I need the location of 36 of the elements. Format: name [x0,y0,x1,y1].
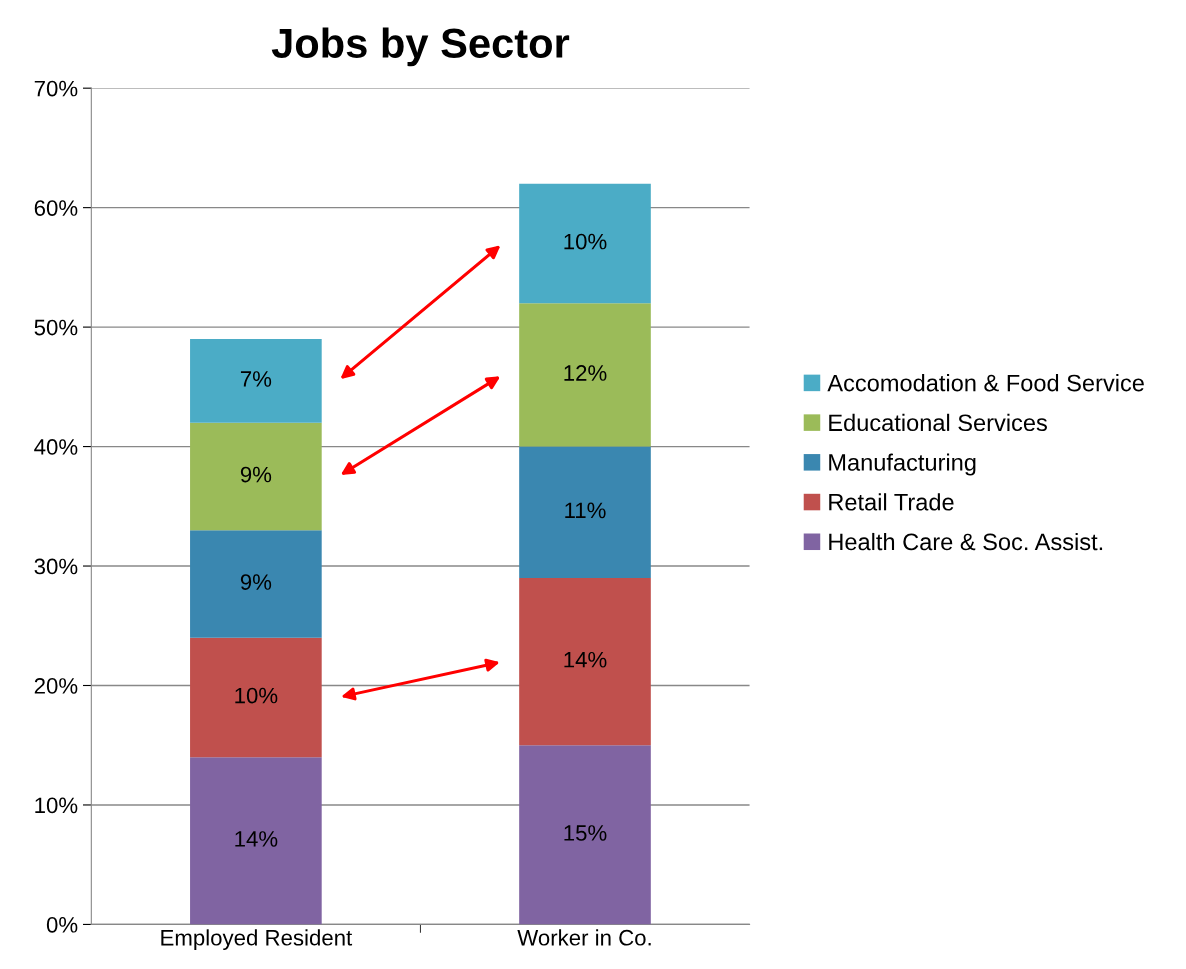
bar [519,183,651,304]
data-label: 12% [564,365,607,381]
bar [519,577,651,746]
bar [190,530,322,638]
bar [190,339,322,423]
bar [519,446,651,578]
data-label: 7% [240,371,272,387]
chart-title: Jobs by Sector [271,27,570,67]
bar [190,422,322,531]
bar [190,637,322,758]
bar [190,757,322,925]
y-tick-label: 50% [34,319,78,336]
legend-label: Retail Trade [829,493,954,511]
legend-label: Educational Services [829,413,1047,432]
data-label: 9% [240,466,272,483]
bar [519,303,651,447]
x-tick-label: Employed Resident [161,929,353,950]
data-label: 15% [564,825,607,841]
y-tick-label: 30% [34,558,78,575]
legend-label: Accomodation & Food Service [827,374,1144,392]
y-tick-label: 10% [35,797,78,814]
data-label: 9% [240,574,272,590]
y-tick-label: 40% [34,439,78,455]
y-tick-label: 20% [34,678,78,694]
data-label: 14% [564,651,607,668]
data-label: 14% [235,831,278,847]
y-tick-label: 70% [34,80,78,97]
y-tick-label: 0% [46,916,78,933]
data-label: 10% [564,233,607,250]
data-label: 10% [235,687,278,704]
y-tick-label: 60% [34,200,78,216]
legend-label: Manufacturing [829,453,976,476]
data-label: 11% [565,502,606,519]
x-tick-label: Worker in Co. [517,929,651,946]
bar [519,745,651,925]
legend-label: Health Care & Soc. Assist. [829,532,1103,551]
